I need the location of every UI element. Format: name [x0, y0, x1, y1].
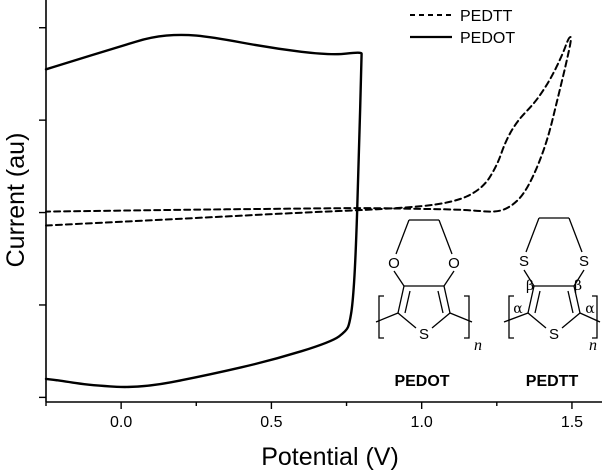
pedtt-sulfur: S — [549, 326, 559, 343]
pedtt-sulfur-left: S — [519, 253, 529, 270]
x-tick-label: 1.0 — [411, 414, 433, 431]
pedtt-label: PEDTT — [526, 373, 579, 390]
legend: PEDTT PEDOT — [410, 8, 515, 47]
x-tick-label: 0.0 — [110, 414, 132, 431]
pedtt-beta-left: β — [526, 278, 534, 294]
pedot-sulfur: S — [419, 326, 429, 343]
legend-label-pedtt: PEDTT — [460, 8, 513, 25]
y-axis-title: Current (au) — [2, 133, 30, 268]
pedot-subscript-n: n — [474, 337, 482, 354]
x-axis-title: Potential (V) — [261, 443, 399, 471]
axis-ticks: 0.0 0.5 1.0 1.5 — [39, 0, 602, 431]
plot-area — [44, 33, 572, 389]
pedtt-subscript-n: n — [589, 337, 597, 354]
pedtt-structure: S S β β α α S n PEDTT — [503, 217, 601, 390]
series-line-pedtt — [45, 36, 572, 227]
pedtt-alpha-right: α — [585, 301, 595, 317]
pedot-oxygen-left: O — [388, 255, 400, 272]
x-tick-label: 0.5 — [260, 414, 282, 431]
pedot-label: PEDOT — [394, 373, 449, 390]
legend-label-pedot: PEDOT — [460, 30, 515, 47]
pedtt-alpha-left: α — [513, 301, 523, 317]
pedot-structure: O O S n PEDOT — [375, 219, 482, 390]
pedtt-beta-right: β — [574, 278, 582, 294]
pedot-oxygen-right: O — [448, 255, 460, 272]
x-tick-label: 1.5 — [561, 414, 583, 431]
series-line-pedot — [44, 33, 363, 389]
pedtt-sulfur-right: S — [579, 253, 589, 270]
